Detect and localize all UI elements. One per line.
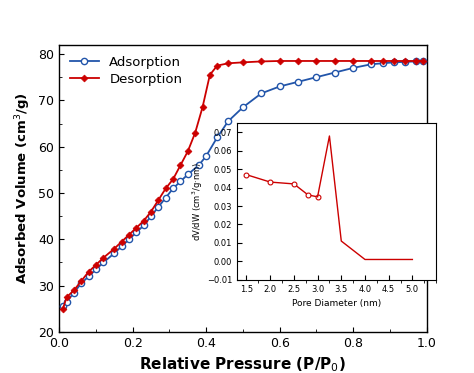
Y-axis label: dV/dW (cm$^3$/g·nm): dV/dW (cm$^3$/g·nm)	[191, 162, 205, 241]
Desorption	[413, 59, 419, 63]
Adsorption	[111, 251, 117, 256]
Desorption	[420, 59, 426, 63]
Adsorption	[240, 105, 246, 110]
Desorption	[192, 131, 198, 135]
Desorption	[350, 59, 356, 63]
Adsorption	[413, 59, 419, 64]
Adsorption	[78, 281, 84, 286]
Desorption	[295, 59, 301, 63]
Adsorption	[126, 237, 132, 242]
Adsorption	[185, 172, 191, 177]
Adsorption	[214, 135, 220, 140]
Desorption	[126, 232, 132, 237]
Desorption	[100, 256, 106, 260]
Desorption	[93, 263, 99, 267]
Desorption	[111, 246, 117, 251]
Desorption	[178, 163, 183, 167]
Adsorption	[71, 290, 77, 295]
Adsorption	[277, 84, 283, 89]
Desorption	[134, 226, 139, 230]
Adsorption	[420, 59, 426, 63]
Desorption	[277, 59, 283, 63]
Desorption	[369, 59, 374, 63]
Y-axis label: Adsorbed Volume (cm$^3$/g): Adsorbed Volume (cm$^3$/g)	[13, 93, 33, 284]
Desorption	[155, 198, 161, 202]
Desorption	[380, 59, 385, 63]
Adsorption	[170, 186, 176, 191]
Adsorption	[380, 61, 385, 66]
Adsorption	[119, 244, 125, 248]
Desorption	[148, 209, 154, 214]
Desorption	[200, 105, 205, 110]
Adsorption	[134, 230, 139, 235]
Desorption	[60, 307, 66, 311]
Desorption	[332, 59, 337, 63]
Desorption	[78, 279, 84, 283]
Desorption	[313, 59, 319, 63]
Adsorption	[196, 163, 202, 167]
Adsorption	[141, 223, 146, 228]
Desorption	[214, 63, 220, 68]
Line: Adsorption: Adsorption	[60, 58, 426, 310]
Adsorption	[93, 267, 99, 272]
Adsorption	[60, 304, 66, 309]
Adsorption	[100, 260, 106, 265]
Desorption	[170, 177, 176, 181]
Adsorption	[178, 179, 183, 184]
Adsorption	[258, 91, 264, 95]
Adsorption	[163, 195, 169, 200]
Adsorption	[332, 70, 337, 75]
Adsorption	[295, 79, 301, 84]
Desorption	[71, 288, 77, 292]
Line: Desorption: Desorption	[61, 59, 425, 311]
Desorption	[163, 186, 169, 191]
X-axis label: Pore Diameter (nm): Pore Diameter (nm)	[292, 299, 381, 308]
Desorption	[258, 59, 264, 64]
Adsorption	[148, 214, 154, 219]
Legend: Adsorption, Desorption: Adsorption, Desorption	[66, 51, 186, 90]
Adsorption	[350, 66, 356, 70]
Desorption	[402, 59, 408, 63]
Adsorption	[64, 300, 69, 304]
Desorption	[207, 73, 213, 77]
Adsorption	[313, 75, 319, 79]
Desorption	[86, 270, 91, 274]
Adsorption	[155, 205, 161, 209]
Desorption	[391, 59, 396, 63]
Adsorption	[369, 62, 374, 66]
Adsorption	[226, 119, 231, 123]
Adsorption	[391, 60, 396, 65]
Adsorption	[402, 60, 408, 64]
Adsorption	[86, 274, 91, 279]
Desorption	[240, 60, 246, 65]
Desorption	[141, 219, 146, 223]
Desorption	[64, 295, 69, 300]
X-axis label: Relative Pressure (P/P$_0$): Relative Pressure (P/P$_0$)	[139, 355, 346, 373]
Desorption	[119, 239, 125, 244]
Adsorption	[203, 154, 209, 158]
Desorption	[185, 149, 191, 154]
Desorption	[226, 61, 231, 66]
